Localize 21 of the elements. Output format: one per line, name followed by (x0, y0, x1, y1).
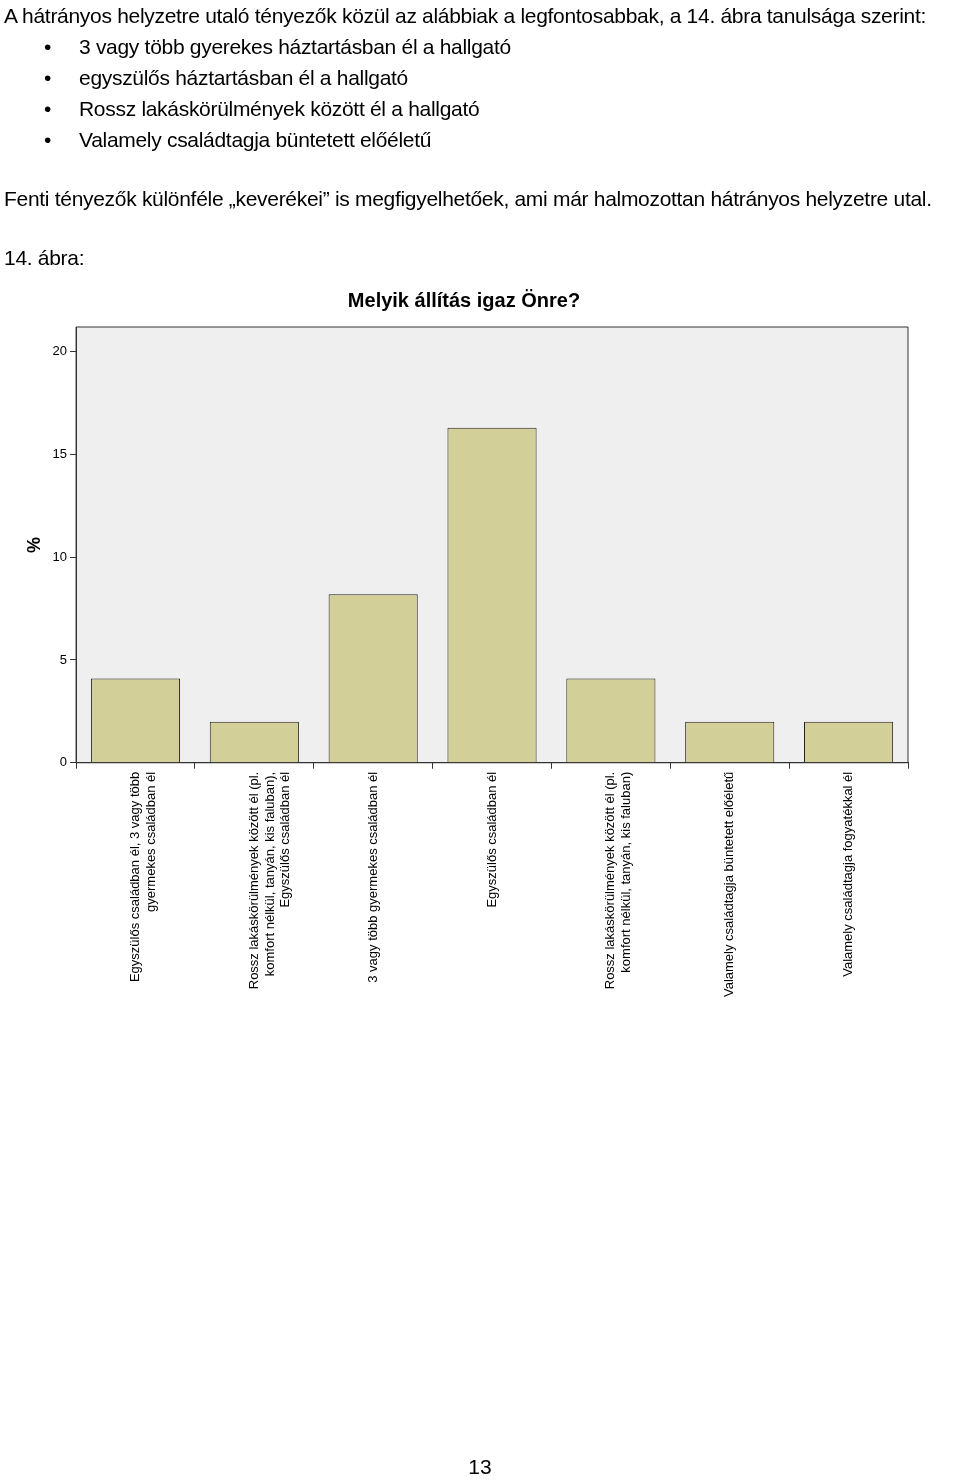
y-tick-label: 15 (52, 446, 68, 462)
x-tick-label: Valamely családtagja büntetett előéletű (721, 771, 737, 998)
y-tick-label: 20 (52, 343, 68, 359)
text: 13 (467, 1455, 493, 1479)
text: A hátrányos helyzetre utaló tényezők közül az alábbiak a legfontosabbak, a 14. ábra tanulsága szerint: (4, 3, 927, 29)
y-tick-label: 10 (52, 548, 68, 564)
x-tick-label: Valamely családtagja fogyatékkal él (840, 771, 856, 977)
text: • 3 vagy több gyerekes háztartásban él a hallgató (44, 35, 511, 58)
y-tick-label: 5 (59, 651, 68, 667)
x-tick-label: 3 vagy több gyermekes családban él (364, 771, 380, 983)
x-tick-label: Rossz lakáskörülmények között él (pl. komfort nélkül, tanyán, kis faluban) (602, 771, 634, 990)
chart-title: Melyik állítás igaz Önre? (347, 288, 581, 311)
x-tick-label: Egyszülős családban él, 3 vagy több gyermekes családban él (127, 771, 158, 983)
text: Fenti tényezők különféle „keverékei” is megfigyelhetőek, ami már halmozottan hátrányos helyzetre utal. (4, 186, 933, 212)
x-tick-label: Egyszülős családban él (483, 771, 499, 908)
text: • egyszülős háztartásban él a hallgató (44, 66, 408, 89)
text: • Rossz lakáskörülmények között él a hallgató (44, 97, 480, 120)
y-axis-title: % (23, 536, 44, 553)
y-tick-label: 0 (59, 754, 68, 770)
text: • Valamely családtagja büntetett előéletű (44, 128, 432, 151)
text: 14. ábra: (4, 245, 86, 271)
